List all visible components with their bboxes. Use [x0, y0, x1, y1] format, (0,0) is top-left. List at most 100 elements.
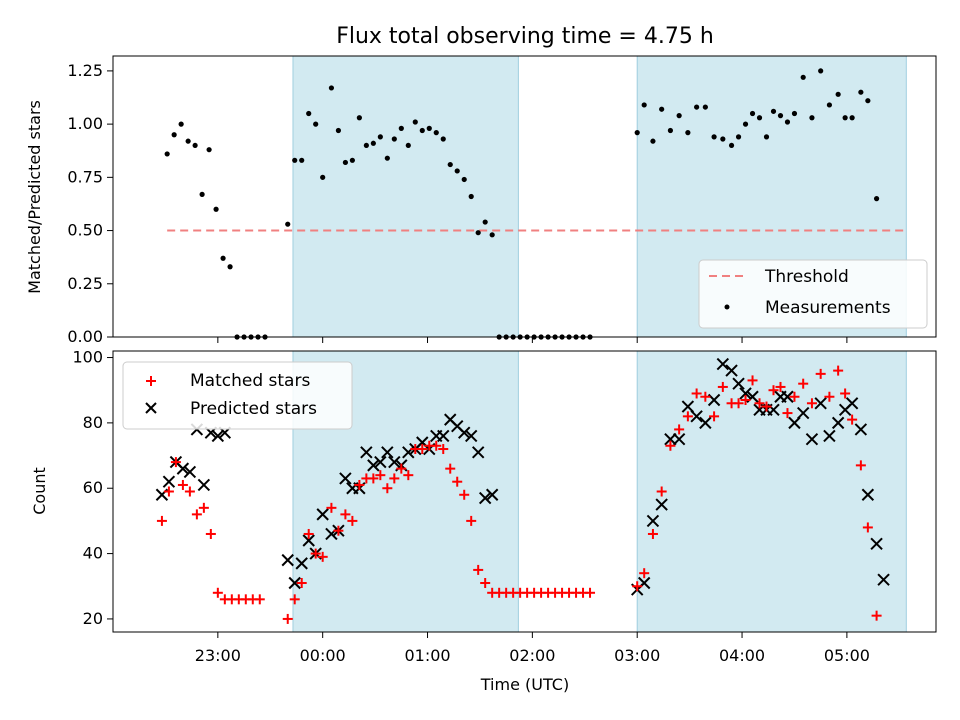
legend-matched-swatch [146, 376, 156, 386]
matched-star-point [459, 489, 470, 500]
predicted-star-point [805, 433, 819, 446]
predicted-star-point [360, 446, 373, 459]
matched-star-point [466, 515, 477, 526]
matched-star-point [375, 470, 386, 481]
measurement-point [489, 232, 495, 238]
matched-star-point [417, 444, 428, 455]
measurement-point [800, 74, 806, 80]
matched-star-point [191, 509, 202, 520]
bottom-y-tick-label: 60 [83, 478, 103, 497]
measurement-point [461, 176, 467, 183]
matched-star-point [156, 515, 167, 526]
measurement-point [641, 102, 647, 108]
predicted-star-point [861, 488, 875, 501]
shaded-region [636, 350, 907, 633]
matched-star-point [855, 460, 866, 471]
measurement-point [426, 125, 432, 131]
x-tick-label: 03:00 [614, 646, 660, 665]
legend-threshold-label: Threshold [764, 267, 849, 287]
measurement-point [468, 193, 474, 200]
matched-star-point [473, 564, 484, 575]
measurement-point [809, 115, 815, 121]
measurement-point [865, 98, 871, 104]
predicted-star-point [388, 455, 401, 469]
measurement-point [220, 255, 226, 261]
predicted-star-point [732, 377, 745, 390]
measurement-point [199, 191, 205, 197]
predicted-star-point [699, 416, 712, 430]
top-x-ticks [217, 337, 848, 343]
matched-star-point [431, 440, 442, 451]
measurement-point [873, 196, 880, 202]
measurement-point [285, 221, 291, 227]
matched-star-point [775, 381, 786, 392]
matched-star-point [632, 581, 643, 592]
matched-star-point [480, 577, 491, 588]
predicted-star-point [211, 429, 225, 443]
bottom-x-ticks: 23:00 00:00 01:00 02:00 03:00 04:00 05:00 [195, 632, 870, 665]
matched-star-point [333, 525, 344, 536]
bottom-shaded-regions [292, 350, 907, 633]
top-y-tick-label: 0.00 [67, 327, 103, 346]
measurement-point [728, 142, 735, 149]
matched-star-point [768, 385, 779, 396]
predicted-star-point [162, 475, 176, 488]
matched-star-point [254, 594, 265, 605]
predicted-star-point [716, 357, 730, 371]
matched-star-point [585, 587, 596, 598]
measurement-point [349, 157, 355, 163]
matched-star-point [665, 440, 676, 451]
measurement-point [164, 151, 170, 157]
measurement-point [447, 161, 453, 168]
predicted-star-point [381, 446, 394, 459]
matched-star-point [170, 457, 181, 468]
predicted-star-point [281, 553, 294, 567]
predicted-star-point [437, 429, 450, 443]
measurement-point [735, 134, 742, 140]
top-y-ticks: 0.00 0.25 0.50 0.75 1.00 1.25 [67, 61, 113, 346]
measurement-point [419, 127, 425, 134]
measurement-point [858, 89, 864, 95]
x-tick-label: 01:00 [404, 646, 450, 665]
measurement-point [720, 136, 726, 142]
predicted-star-point [655, 498, 668, 511]
x-axis-label: Time (UTC) [480, 675, 569, 694]
measurement-point [384, 155, 390, 161]
matched-star-point [326, 502, 337, 513]
matched-star-point [368, 473, 379, 484]
predicted-star-point [870, 537, 883, 550]
measurement-point [770, 108, 777, 114]
measurement-point [659, 106, 665, 112]
top-legend: Threshold Measurements [698, 259, 928, 329]
matched-star-point [403, 470, 414, 481]
top-panel: 0.00 0.25 0.50 0.75 1.00 1.25 Matched/Predict… [25, 55, 937, 346]
x-tick-label: 05:00 [824, 646, 870, 665]
matched-star-point [709, 411, 720, 422]
matched-star-point [340, 509, 351, 520]
predicted-star-point [295, 557, 308, 570]
measurement-point [391, 136, 397, 142]
predicted-star-point [831, 416, 845, 430]
matched-star-point [700, 391, 711, 402]
bottom-y-tick-label: 100 [72, 348, 103, 367]
measurement-point [756, 115, 763, 121]
matched-star-point [205, 528, 216, 539]
measurement-point [685, 130, 691, 136]
matched-star-point [833, 365, 844, 376]
predicted-star-point [796, 406, 810, 420]
matched-star-point [717, 381, 728, 392]
bottom-legend: Matched stars Predicted stars [122, 361, 353, 430]
predicted-star-point [781, 390, 794, 403]
top-legend-box [698, 259, 928, 329]
measurement-point [763, 134, 770, 140]
matched-star-point [647, 528, 658, 539]
predicted-star-point [690, 410, 703, 423]
matched-star-point [847, 414, 858, 425]
matched-star-point [747, 375, 758, 386]
measurement-point [702, 104, 708, 110]
matched-star-point [389, 473, 400, 484]
bottom-legend-box [122, 361, 353, 430]
measurement-point [842, 115, 848, 121]
measurement-point [454, 168, 460, 174]
